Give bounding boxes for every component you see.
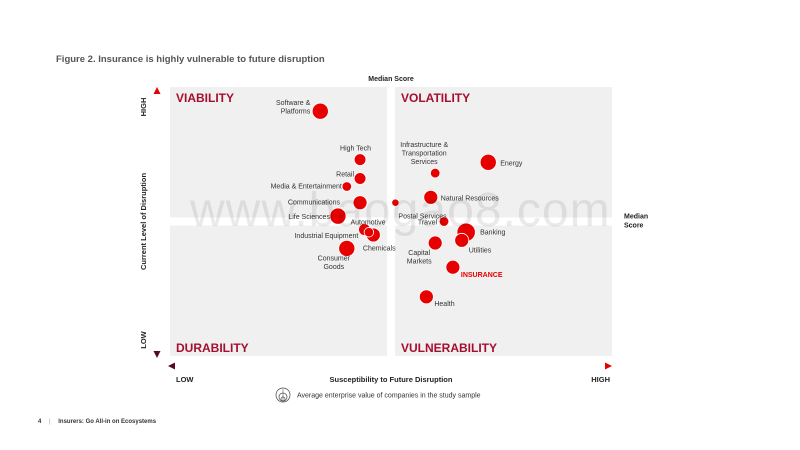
watermark-text: www.baogao8.com [190, 184, 611, 237]
y-tick-low: LOW [139, 330, 148, 348]
bubble-consumer-goods [338, 239, 356, 257]
x-tick-low: LOW [176, 375, 194, 384]
median-score-y-label: Median Score [624, 214, 648, 230]
bubble-label-utilities: Utilities [469, 247, 492, 254]
bubble-life-sciences [329, 207, 347, 225]
bubble-label-communications: Communications [288, 200, 341, 207]
x-tick-high: HIGH [591, 375, 610, 384]
figure-title: Figure 2. Insurance is highly vulnerable… [56, 54, 325, 65]
bubble-label-media-entertainment: Media & Entertainment [271, 184, 342, 191]
bubble-energy [479, 153, 497, 171]
bubble-label-banking: Banking [480, 229, 505, 236]
bubble-label-automotive: Automotive [350, 220, 385, 227]
bubble-health [418, 289, 434, 305]
bubble-label-natural-resources: Natural Resources [441, 195, 499, 202]
bubble-label-energy: Energy [500, 160, 523, 167]
bubble-retail [353, 172, 367, 185]
bubble-high-tech [353, 153, 367, 166]
page-number: 4 [38, 419, 42, 425]
bubble-label-life-sciences: Life Sciences [288, 214, 330, 221]
bubble-utilities [454, 232, 470, 248]
quadrant-viability-bg [170, 87, 387, 218]
bubble-label-software-platforms: Software & Platforms [276, 100, 311, 116]
size-legend-text: Average enterprise value of companies in… [297, 393, 481, 400]
bubble-label-travel: Travel [418, 220, 438, 227]
bubble-label-retail: Retail [336, 171, 354, 178]
bubble-label-chemicals: Chemicals [363, 245, 396, 252]
y-axis-arrow-up [153, 87, 161, 94]
bubble-label-high-tech: High Tech [340, 146, 371, 153]
size-legend-outer-circle [275, 387, 291, 403]
bubble-label-consumer-goods: Consumer Goods [318, 255, 351, 271]
bubble-postal-services [391, 198, 400, 207]
bubble-label-industrial-equipment: Industrial Equipment [294, 233, 358, 240]
bubble-capital-markets [427, 235, 443, 251]
median-score-x-label: Median Score [368, 76, 414, 83]
page-footer: 4 | Insurers: Go All-in on Ecosystems [38, 419, 156, 425]
bubble-media-entertainment [341, 181, 353, 192]
quadrant-label-viability: VIABILITY [176, 91, 234, 105]
bubble-chemicals [363, 227, 375, 238]
bubble-label-postal-services: Postal Services [398, 214, 447, 221]
bubble-natural-resources [423, 189, 439, 205]
footer-doc-title: Insurers: Go All-in on Ecosystems [58, 419, 157, 425]
y-tick-high: HIGH [139, 98, 148, 117]
bubble-insurance [445, 259, 461, 275]
y-axis-title: Current Level of Disruption [139, 173, 148, 271]
bubble-label-insurance: INSURANCE [461, 272, 503, 279]
bubble-travel [438, 216, 450, 227]
bubble-communications [352, 195, 368, 211]
quadrant-label-durability: DURABILITY [176, 341, 249, 355]
x-axis-arrow-left [168, 362, 175, 370]
footer-separator: | [49, 419, 51, 425]
x-axis-arrow-right [605, 362, 612, 370]
y-axis-arrow-down [153, 351, 161, 358]
bubble-label-capital-markets: Capital Markets [407, 250, 432, 266]
bubble-label-infrastructure-transportation-services: Infrastructure & Transportation Services [400, 142, 448, 166]
bubble-infrastructure-transportation-services [430, 167, 441, 179]
x-axis-title: Susceptibility to Future Disruption [330, 375, 453, 384]
quadrant-label-volatility: VOLATILITY [401, 91, 470, 105]
bubble-label-health: Health [434, 301, 454, 308]
quadrant-label-vulnerability: VULNERABILITY [401, 341, 497, 355]
bubble-software-platforms [311, 102, 329, 120]
